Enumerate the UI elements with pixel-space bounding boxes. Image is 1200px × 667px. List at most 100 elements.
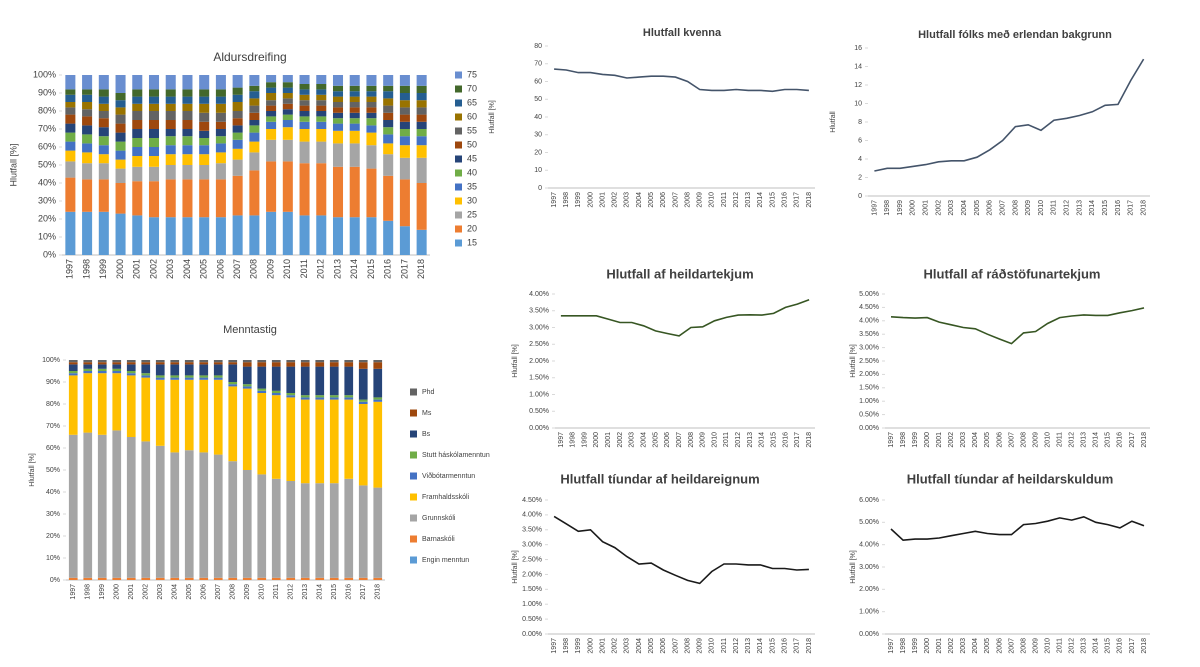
x-tick-label: 2011 — [721, 192, 728, 207]
x-tick-label: 2009 — [265, 259, 275, 279]
x-tick-label: 2003 — [948, 200, 955, 216]
y-tick-label: 10% — [46, 555, 60, 562]
bar-segment — [300, 577, 310, 580]
line — [554, 68, 809, 93]
bar-segment — [358, 485, 368, 578]
bar-segment — [242, 470, 252, 578]
bar-segment — [249, 125, 260, 133]
bar-segment — [148, 147, 160, 156]
x-tick-label: 2006 — [996, 432, 1003, 448]
bar-segment — [316, 89, 327, 95]
y-tick-label: 4.00% — [529, 291, 549, 298]
x-tick-label: 2015 — [331, 584, 338, 600]
bar-segment — [228, 386, 238, 462]
y-tick-label: 3.00% — [522, 542, 542, 549]
bar-segment — [126, 362, 136, 365]
x-tick-label: 2013 — [332, 259, 342, 279]
y-tick-label: 0.50% — [522, 616, 542, 623]
legend-swatch — [455, 225, 462, 233]
x-tick-label: 2013 — [1076, 200, 1083, 216]
x-tick-label: 2011 — [721, 638, 728, 653]
bar-segment — [199, 577, 209, 580]
bar-segment — [300, 399, 310, 484]
bar-segment — [332, 96, 344, 102]
bar-segment — [399, 75, 410, 86]
chart-title: Hlutfall fólks með erlendan bakgrunn — [918, 29, 1112, 41]
bar-segment — [126, 371, 136, 374]
bar-segment — [112, 430, 122, 578]
y-tick-label: 0% — [43, 249, 56, 259]
bar-segment — [182, 120, 193, 129]
bar-segment — [242, 386, 252, 389]
bar-segment — [148, 111, 160, 120]
bar-segment — [329, 362, 339, 367]
bar-segment — [82, 211, 93, 255]
y-axis-label: Hlutfall [%] — [512, 344, 519, 378]
bar-segment — [232, 94, 243, 102]
bar-segment — [300, 366, 310, 396]
bar-segment — [344, 366, 354, 396]
bar-segment — [349, 123, 360, 131]
bar-segment — [148, 138, 160, 147]
y-tick-label: 0.00% — [522, 631, 542, 638]
bar-segment — [213, 379, 223, 455]
chart-title: Hlutfall af heildartekjum — [606, 266, 753, 281]
bar-segment — [182, 129, 193, 137]
bar-segment — [416, 183, 427, 230]
x-tick-label: 2006 — [201, 584, 208, 600]
x-tick-label: 2005 — [652, 432, 659, 448]
bar-segment — [165, 129, 176, 137]
x-tick-label: 2000 — [587, 192, 594, 208]
bar-segment — [232, 148, 243, 160]
x-tick-label: 2003 — [629, 432, 636, 448]
bar-segment — [65, 102, 76, 108]
x-tick-label: 2016 — [1115, 200, 1122, 216]
x-tick-label: 2011 — [1051, 200, 1058, 215]
bar-segment — [165, 75, 176, 90]
bar-segment — [199, 362, 209, 365]
x-tick-label: 2002 — [612, 638, 619, 654]
bar-segment — [332, 130, 344, 144]
bar-segment — [282, 114, 293, 120]
legend-label: 30 — [467, 195, 477, 205]
x-tick-label: 1997 — [558, 432, 565, 448]
bar-segment — [286, 395, 296, 398]
bar-segment — [215, 163, 226, 180]
bar-segment — [329, 360, 339, 363]
bar-segment — [373, 368, 383, 398]
bar-segment — [65, 177, 76, 212]
bar-segment — [249, 170, 260, 216]
bar-segment — [349, 130, 360, 144]
bar-segment — [232, 175, 243, 216]
x-tick-label: 2015 — [1105, 638, 1112, 654]
bar-segment — [148, 103, 160, 111]
bar-segment — [148, 156, 160, 167]
x-tick-label: 2005 — [648, 192, 655, 208]
bar-segment — [215, 96, 226, 104]
x-tick-label: 2016 — [782, 192, 789, 208]
x-tick-label: 2007 — [1008, 638, 1015, 654]
y-tick-label: 2.00% — [859, 586, 879, 593]
x-tick-label: 2009 — [700, 432, 707, 448]
legend-swatch — [455, 239, 462, 247]
x-tick-label: 2017 — [794, 432, 801, 448]
x-tick-label: 2004 — [640, 432, 647, 448]
x-tick-label: 2001 — [936, 638, 943, 654]
bar-segment — [315, 395, 325, 398]
x-tick-label: 2001 — [599, 638, 606, 654]
bar-segment — [115, 114, 126, 124]
bar-segment — [65, 141, 76, 151]
bar-segment — [358, 368, 368, 400]
bar-segment — [65, 161, 76, 178]
line — [874, 58, 1145, 172]
bar-segment — [344, 362, 354, 367]
bar-segment — [165, 111, 176, 120]
bar-segment — [215, 217, 226, 255]
bar-segment — [332, 143, 344, 167]
x-tick-label: 2016 — [383, 259, 393, 279]
x-tick-label: 2012 — [1069, 638, 1076, 654]
x-tick-label: 2016 — [1117, 432, 1124, 448]
y-tick-label: 4.00% — [859, 318, 879, 325]
bar-segment — [416, 136, 427, 146]
bar-segment — [299, 75, 310, 84]
